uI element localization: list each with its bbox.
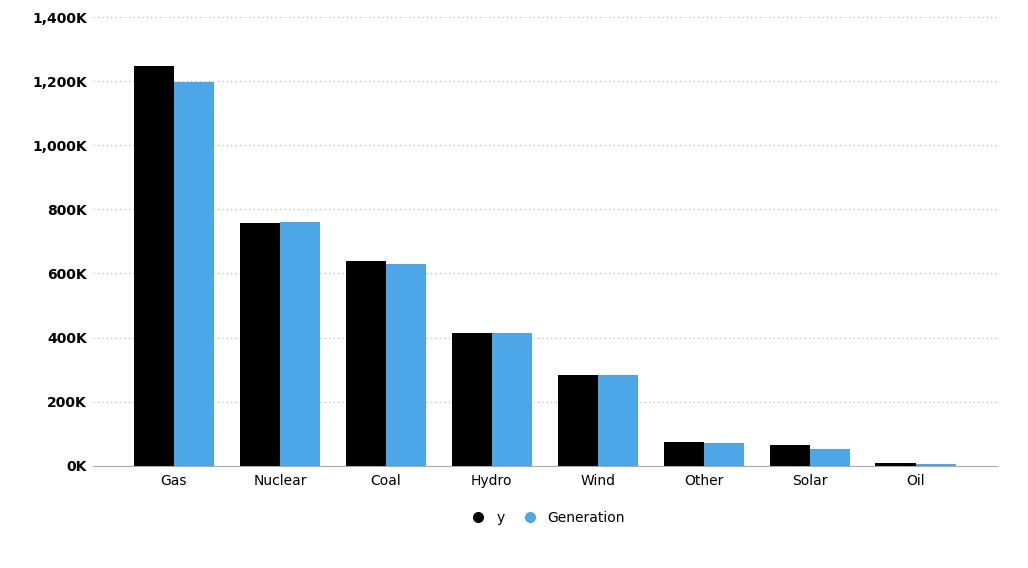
Bar	[280, 222, 320, 466]
Bar	[134, 66, 174, 466]
Bar	[810, 449, 850, 466]
Bar	[451, 333, 491, 466]
Bar	[240, 223, 280, 466]
Bar	[876, 463, 916, 466]
Bar	[174, 82, 214, 466]
Bar	[770, 445, 810, 466]
Bar	[916, 464, 956, 466]
Bar	[345, 261, 386, 466]
Bar	[491, 333, 533, 466]
Bar	[386, 265, 427, 466]
Bar	[598, 375, 638, 466]
Legend: y, Generation: y, Generation	[458, 506, 631, 531]
Bar	[663, 442, 704, 466]
Bar	[704, 442, 744, 466]
Bar	[557, 375, 598, 466]
